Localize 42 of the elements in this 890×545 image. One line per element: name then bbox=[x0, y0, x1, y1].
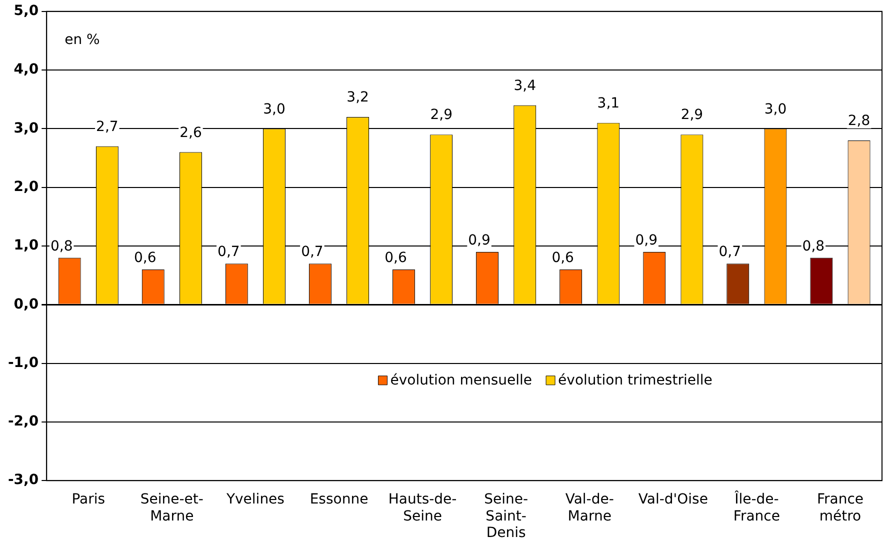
data-label: 3,0 bbox=[764, 101, 787, 118]
data-label: 3,2 bbox=[346, 90, 369, 106]
x-tick-label: Île-de-France bbox=[733, 490, 780, 524]
data-label: 0,8 bbox=[802, 238, 825, 254]
y-tick-label: -3,0 bbox=[8, 472, 39, 488]
x-tick-label: Hauts-de-Seine bbox=[388, 492, 457, 524]
data-label: 0,7 bbox=[718, 244, 742, 260]
data-label: 0,7 bbox=[218, 244, 240, 260]
y-tick-label: 4,0 bbox=[14, 62, 39, 78]
legend-label: évolution trimestrielle bbox=[558, 372, 712, 389]
x-tick-label: Seine-et-Marne bbox=[140, 492, 204, 524]
x-tick-label: Val-de-Marne bbox=[565, 492, 614, 524]
data-label: 0,8 bbox=[50, 238, 73, 254]
data-label: 0,9 bbox=[468, 232, 490, 249]
y-tick-label: 3,0 bbox=[14, 120, 39, 136]
data-label: 2,7 bbox=[96, 118, 118, 135]
data-label: 3,0 bbox=[263, 101, 286, 118]
data-label: 0,7 bbox=[301, 244, 324, 260]
y-tick-label: 2,0 bbox=[14, 178, 39, 195]
data-label: 2,6 bbox=[180, 124, 202, 141]
y-tick-label: 0,0 bbox=[14, 296, 39, 312]
x-tick-label: France métro bbox=[816, 492, 864, 524]
y-tick-label: 1,0 bbox=[14, 238, 39, 254]
data-label: 0,9 bbox=[635, 232, 658, 249]
data-label: 2,9 bbox=[430, 107, 452, 124]
y-tick-label: -2,0 bbox=[8, 414, 39, 430]
x-tick-label: Paris bbox=[72, 492, 106, 508]
y-tick-label: 5,0 bbox=[14, 3, 39, 20]
x-tick-label: Essonne bbox=[310, 492, 368, 508]
data-label: 2,9 bbox=[680, 107, 704, 124]
data-label: 3,1 bbox=[597, 95, 620, 112]
annotation: en % bbox=[64, 32, 100, 48]
legend-label: évolution mensuelle bbox=[390, 372, 532, 389]
data-label: 3,4 bbox=[514, 78, 536, 94]
x-tick-label: Seine-Saint-Denis bbox=[484, 492, 528, 542]
y-tick-label: -1,0 bbox=[8, 354, 39, 371]
x-tick-label: Val-d'Oise bbox=[638, 492, 708, 508]
x-tick-label: Yvelines bbox=[225, 492, 284, 508]
data-label: 2,8 bbox=[848, 113, 870, 130]
data-label: 0,6 bbox=[552, 250, 574, 266]
data-label: 0,6 bbox=[134, 250, 156, 266]
data-label: 0,6 bbox=[384, 250, 407, 266]
